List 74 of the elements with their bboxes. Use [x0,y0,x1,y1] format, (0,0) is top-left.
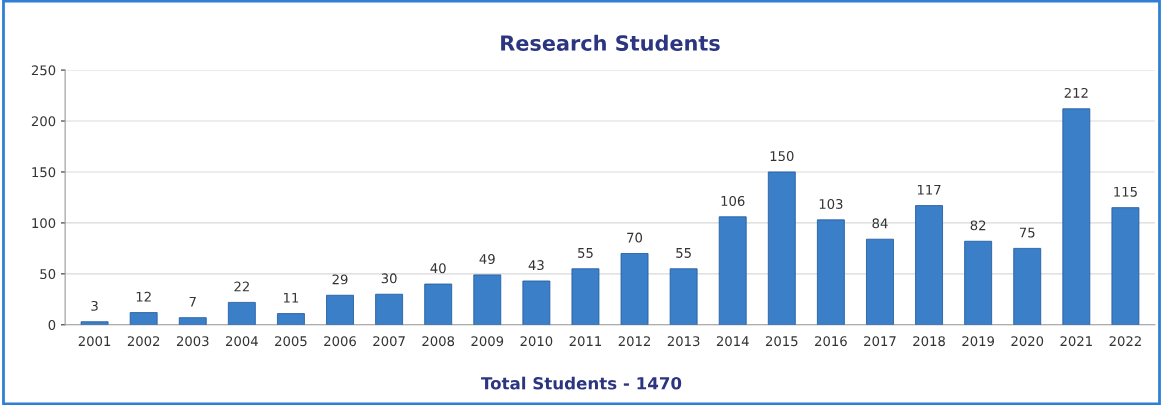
bar [571,268,600,325]
bar [669,268,698,325]
data-label: 43 [528,260,544,271]
data-label: 70 [627,232,643,243]
x-tick-label: 2015 [765,336,798,347]
x-tick-label: 2006 [324,336,356,347]
data-label: 82 [970,220,986,231]
data-label: 75 [1019,227,1035,238]
data-label: 103 [819,198,843,209]
data-label: 7 [189,296,196,307]
x-tick-label: 2016 [815,336,847,347]
x-tick-label: 2001 [78,336,111,347]
bar [718,216,747,325]
data-label: 29 [332,274,348,285]
y-tick-label: 250 [31,65,56,76]
data-label: 55 [578,248,593,258]
bar [816,219,845,325]
y-tick-label: 100 [32,218,56,229]
y-tick-label: 50 [40,269,56,280]
bar [277,313,305,325]
bar [375,293,404,325]
data-label: 40 [430,263,446,274]
bar [866,238,894,325]
bar [227,301,256,325]
data-label: 55 [676,248,691,258]
x-tick-label: 2005 [275,336,307,347]
data-label: 30 [381,273,397,284]
bar [620,253,649,325]
x-tick-label: 2010 [520,336,553,347]
data-label: 212 [1064,87,1088,98]
x-tick-label: 2008 [422,336,455,347]
bar [964,240,993,325]
data-label: 22 [234,281,249,292]
x-tick-label: 2004 [226,336,258,347]
x-tick-label: 2003 [176,336,209,347]
bar [473,274,502,325]
x-tick-label: 2007 [373,336,405,347]
bar [1111,207,1140,325]
bar [326,294,354,325]
data-label: 117 [917,184,941,195]
bar [1062,108,1091,325]
data-label: 11 [283,292,299,303]
text: Total Students - 1470 [481,376,682,390]
x-tick-label: 2011 [569,336,602,347]
x-tick-label: 2020 [1011,336,1044,347]
data-label: 115 [1114,186,1137,197]
x-tick-label: 2013 [667,336,700,347]
bar [915,205,943,325]
bar [1013,247,1042,325]
bar [424,283,453,325]
y-tick-label: 0 [48,320,56,331]
x-tick-label: 2009 [471,336,504,347]
data-label: 3 [91,300,98,311]
data-label: 84 [872,218,888,229]
bar [767,171,796,325]
y-tick-label: 200 [31,116,56,127]
x-tick-label: 2017 [864,336,896,347]
bar [178,317,207,325]
bar [129,312,158,325]
y-tick-label: 150 [32,167,56,178]
data-label: 106 [721,195,745,206]
x-tick-label: 2012 [618,336,650,347]
data-label: 150 [770,151,794,162]
x-tick-label: 2019 [962,336,995,347]
x-tick-label: 2021 [1060,336,1092,347]
x-tick-label: 2018 [913,336,945,347]
data-label: 12 [136,291,151,302]
x-tick-label: 2022 [1109,336,1141,347]
x-tick-label: 2002 [127,336,160,347]
chart-title: Research Students [501,34,720,51]
x-tick-label: 2014 [716,336,749,347]
bar [522,280,551,325]
data-label: 49 [479,254,495,264]
bar [80,321,109,325]
